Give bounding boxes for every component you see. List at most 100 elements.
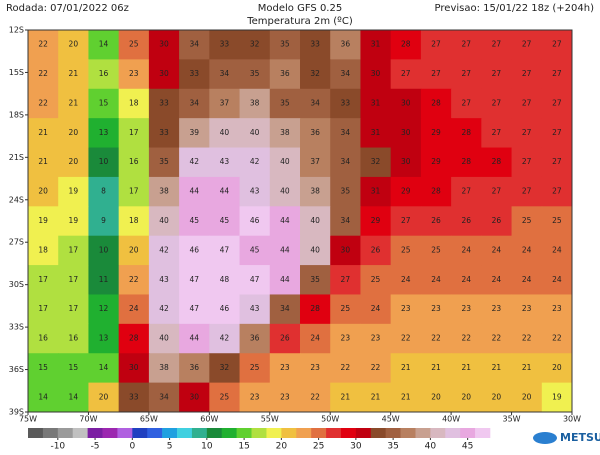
temperature-label: 35	[310, 275, 320, 284]
y-tick-label: 27S	[9, 238, 24, 247]
temperature-cell	[269, 206, 301, 237]
temperature-label: 24	[129, 304, 139, 313]
temperature-label: 40	[310, 245, 320, 254]
temperature-cell	[209, 88, 241, 119]
temperature-label: 42	[220, 334, 230, 343]
temperature-label: 27	[552, 40, 562, 49]
temperature-label: 20	[552, 363, 562, 372]
temperature-label: 27	[522, 40, 532, 49]
temperature-cell	[209, 265, 241, 295]
temperature-cell	[360, 206, 392, 237]
temperature-label: 23	[280, 392, 290, 401]
temperature-cell	[88, 59, 120, 90]
temperature-cell	[88, 294, 120, 325]
colorbar-swatch	[87, 428, 103, 438]
temperature-label: 22	[341, 363, 351, 372]
temperature-cell	[481, 59, 513, 90]
temperature-cell	[511, 206, 543, 237]
temperature-cell	[390, 265, 422, 295]
temperature-cell	[541, 382, 573, 413]
temperature-label: 23	[401, 304, 411, 313]
temperature-cell	[420, 88, 452, 119]
temperature-label: 18	[129, 98, 139, 107]
temperature-label: 23	[310, 363, 320, 372]
temperature-label: 46	[250, 216, 260, 225]
temperature-label: 21	[492, 363, 502, 372]
temperature-cell	[300, 176, 331, 207]
y-tick-label: 33S	[9, 323, 24, 332]
temperature-cell	[209, 323, 241, 354]
colorbar-swatch	[28, 428, 44, 438]
temperature-cell	[148, 353, 180, 384]
colorbar-swatch	[57, 428, 74, 438]
temperature-cell	[330, 265, 361, 295]
temperature-label: 9	[101, 216, 106, 225]
colorbar-swatch	[415, 428, 431, 438]
temperature-cell	[451, 323, 482, 354]
temperature-cell	[28, 176, 59, 207]
temperature-cell	[179, 265, 210, 295]
x-tick-label: 55W	[261, 415, 279, 424]
temperature-label: 20	[461, 392, 471, 401]
temperature-cell	[58, 382, 89, 413]
temperature-cell	[511, 353, 543, 384]
temperature-label: 12	[99, 304, 109, 313]
temperature-label: 29	[401, 187, 411, 196]
colorbar-tick-label: 10	[201, 442, 213, 452]
colorbar-tick-label: 35	[387, 442, 398, 452]
temperature-label: 38	[159, 187, 169, 196]
forecast-label: Previsao: 15/01/22 18z (+204h)	[435, 3, 595, 14]
temperature-label: 25	[371, 275, 381, 284]
colorbar-swatch	[460, 428, 476, 438]
x-tick-label: 60W	[200, 415, 218, 424]
colorbar-swatch	[430, 428, 446, 438]
temperature-label: 34	[189, 40, 199, 49]
temperature-label: 24	[431, 275, 441, 284]
temperature-label: 20	[69, 157, 79, 166]
temperature-cell	[451, 206, 482, 237]
temperature-label: 27	[461, 40, 471, 49]
temperature-label: 32	[220, 363, 230, 372]
temperature-cell	[209, 206, 241, 237]
temperature-label: 11	[99, 275, 109, 284]
temperature-cell	[420, 265, 452, 295]
temperature-label: 40	[280, 157, 290, 166]
temperature-cell	[28, 147, 59, 178]
temperature-label: 42	[159, 304, 169, 313]
temperature-cell	[390, 176, 422, 207]
temperature-label: 25	[552, 216, 562, 225]
temperature-label: 29	[431, 157, 441, 166]
colorbar-tick-label: -10	[50, 442, 65, 452]
temperature-cell	[269, 235, 301, 266]
colorbar-swatch	[475, 428, 491, 438]
temperature-label: 33	[310, 40, 320, 49]
temperature-cell	[209, 382, 241, 413]
temperature-label: 26	[280, 334, 290, 343]
temperature-label: 19	[69, 216, 79, 225]
temperature-label: 27	[492, 187, 502, 196]
temperature-cell	[88, 206, 120, 237]
temperature-cell	[28, 323, 59, 354]
temperature-cell	[451, 176, 482, 207]
map-frame	[27, 29, 573, 413]
temperature-label: 38	[159, 363, 169, 372]
temperature-cell	[88, 176, 120, 207]
colorbar-swatch	[281, 428, 297, 438]
temperature-cell	[481, 30, 513, 60]
temperature-cell	[269, 265, 301, 295]
temperature-cell	[541, 294, 573, 325]
temperature-label: 20	[492, 392, 502, 401]
temperature-label: 38	[310, 187, 320, 196]
temperature-cell	[360, 235, 392, 266]
temperature-cell	[420, 30, 452, 60]
temperature-cell	[360, 382, 392, 413]
temperature-label: 27	[492, 40, 502, 49]
temperature-label: 44	[280, 275, 290, 284]
temperature-label: 19	[38, 216, 48, 225]
temperature-label: 42	[189, 157, 199, 166]
temperature-label: 20	[522, 392, 532, 401]
temperature-cell	[451, 265, 482, 295]
temperature-label: 44	[280, 245, 290, 254]
temperature-cell	[58, 323, 89, 354]
